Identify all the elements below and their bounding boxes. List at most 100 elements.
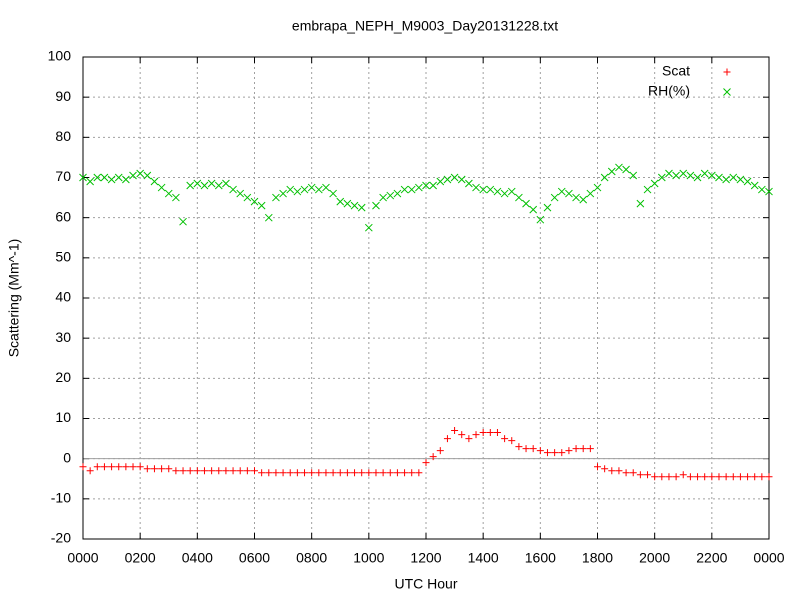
y-tick-label: 90 <box>55 88 71 104</box>
point <box>357 203 366 212</box>
x-tick-label: 0000 <box>67 550 98 566</box>
x-tick-label: 0400 <box>182 550 213 566</box>
point <box>400 185 409 194</box>
point <box>336 197 345 206</box>
chart-title: embrapa_NEPH_M9003_Day20131228.txt <box>292 18 558 34</box>
point <box>322 469 330 477</box>
point <box>329 469 337 477</box>
point <box>322 183 330 192</box>
point <box>100 173 109 182</box>
point <box>215 467 223 475</box>
point <box>115 463 123 471</box>
point <box>379 193 387 202</box>
point <box>657 173 666 182</box>
point <box>179 467 187 475</box>
x-tick-label: 1400 <box>468 550 499 566</box>
point <box>643 185 652 194</box>
point <box>336 469 344 477</box>
point <box>601 465 609 473</box>
point <box>265 469 273 477</box>
point <box>701 473 709 481</box>
y-tick-label: 0 <box>63 449 71 465</box>
point <box>122 463 130 471</box>
point <box>507 187 516 196</box>
point <box>136 169 145 178</box>
point <box>407 185 416 194</box>
point <box>644 471 652 479</box>
point <box>765 187 773 196</box>
x-tick-label: 1000 <box>353 550 384 566</box>
point <box>479 185 488 194</box>
point <box>293 469 301 477</box>
point <box>443 175 452 184</box>
point <box>536 215 545 224</box>
point <box>429 453 437 461</box>
point <box>172 193 180 202</box>
point <box>129 463 137 471</box>
point <box>408 469 416 477</box>
point <box>422 459 430 467</box>
point <box>508 437 516 445</box>
point <box>629 171 638 180</box>
point <box>251 467 258 475</box>
point <box>565 189 573 198</box>
y-tick-label: -20 <box>51 530 71 546</box>
point <box>208 467 216 475</box>
point <box>443 435 451 443</box>
point <box>351 469 359 477</box>
point <box>679 471 687 479</box>
point <box>651 473 659 481</box>
point <box>493 187 502 196</box>
point <box>586 445 594 453</box>
point <box>236 467 244 475</box>
point <box>386 191 395 200</box>
y-tick-label: 40 <box>55 289 71 305</box>
point <box>200 181 209 190</box>
x-tick-label: 0800 <box>296 550 327 566</box>
point <box>422 181 430 190</box>
x-tick-label: 2200 <box>696 550 727 566</box>
point <box>472 431 480 439</box>
point <box>558 449 566 457</box>
point <box>729 173 738 182</box>
point <box>158 465 166 473</box>
point <box>493 429 501 437</box>
point <box>608 467 616 475</box>
point <box>622 469 630 477</box>
point <box>472 183 480 192</box>
point <box>372 469 380 477</box>
point <box>501 435 509 443</box>
point <box>744 473 752 481</box>
point <box>165 465 173 473</box>
point <box>607 167 616 176</box>
point <box>314 185 323 194</box>
point <box>565 447 573 455</box>
point <box>600 173 609 182</box>
point <box>250 197 259 206</box>
y-tick-label: 10 <box>55 409 71 425</box>
point <box>722 175 730 184</box>
point <box>557 187 566 196</box>
point <box>450 173 459 182</box>
point <box>257 201 266 210</box>
point <box>436 177 445 186</box>
point <box>622 165 630 174</box>
point <box>457 175 466 184</box>
point <box>93 173 102 182</box>
point <box>751 473 759 481</box>
point <box>479 429 487 437</box>
point <box>700 169 709 178</box>
point <box>329 189 337 198</box>
point <box>343 469 351 477</box>
point <box>629 469 637 477</box>
point <box>307 183 316 192</box>
point <box>465 179 473 188</box>
point <box>301 469 309 477</box>
point <box>229 185 237 194</box>
point <box>143 171 152 180</box>
point <box>286 185 295 194</box>
point <box>550 193 559 202</box>
point <box>243 467 251 475</box>
